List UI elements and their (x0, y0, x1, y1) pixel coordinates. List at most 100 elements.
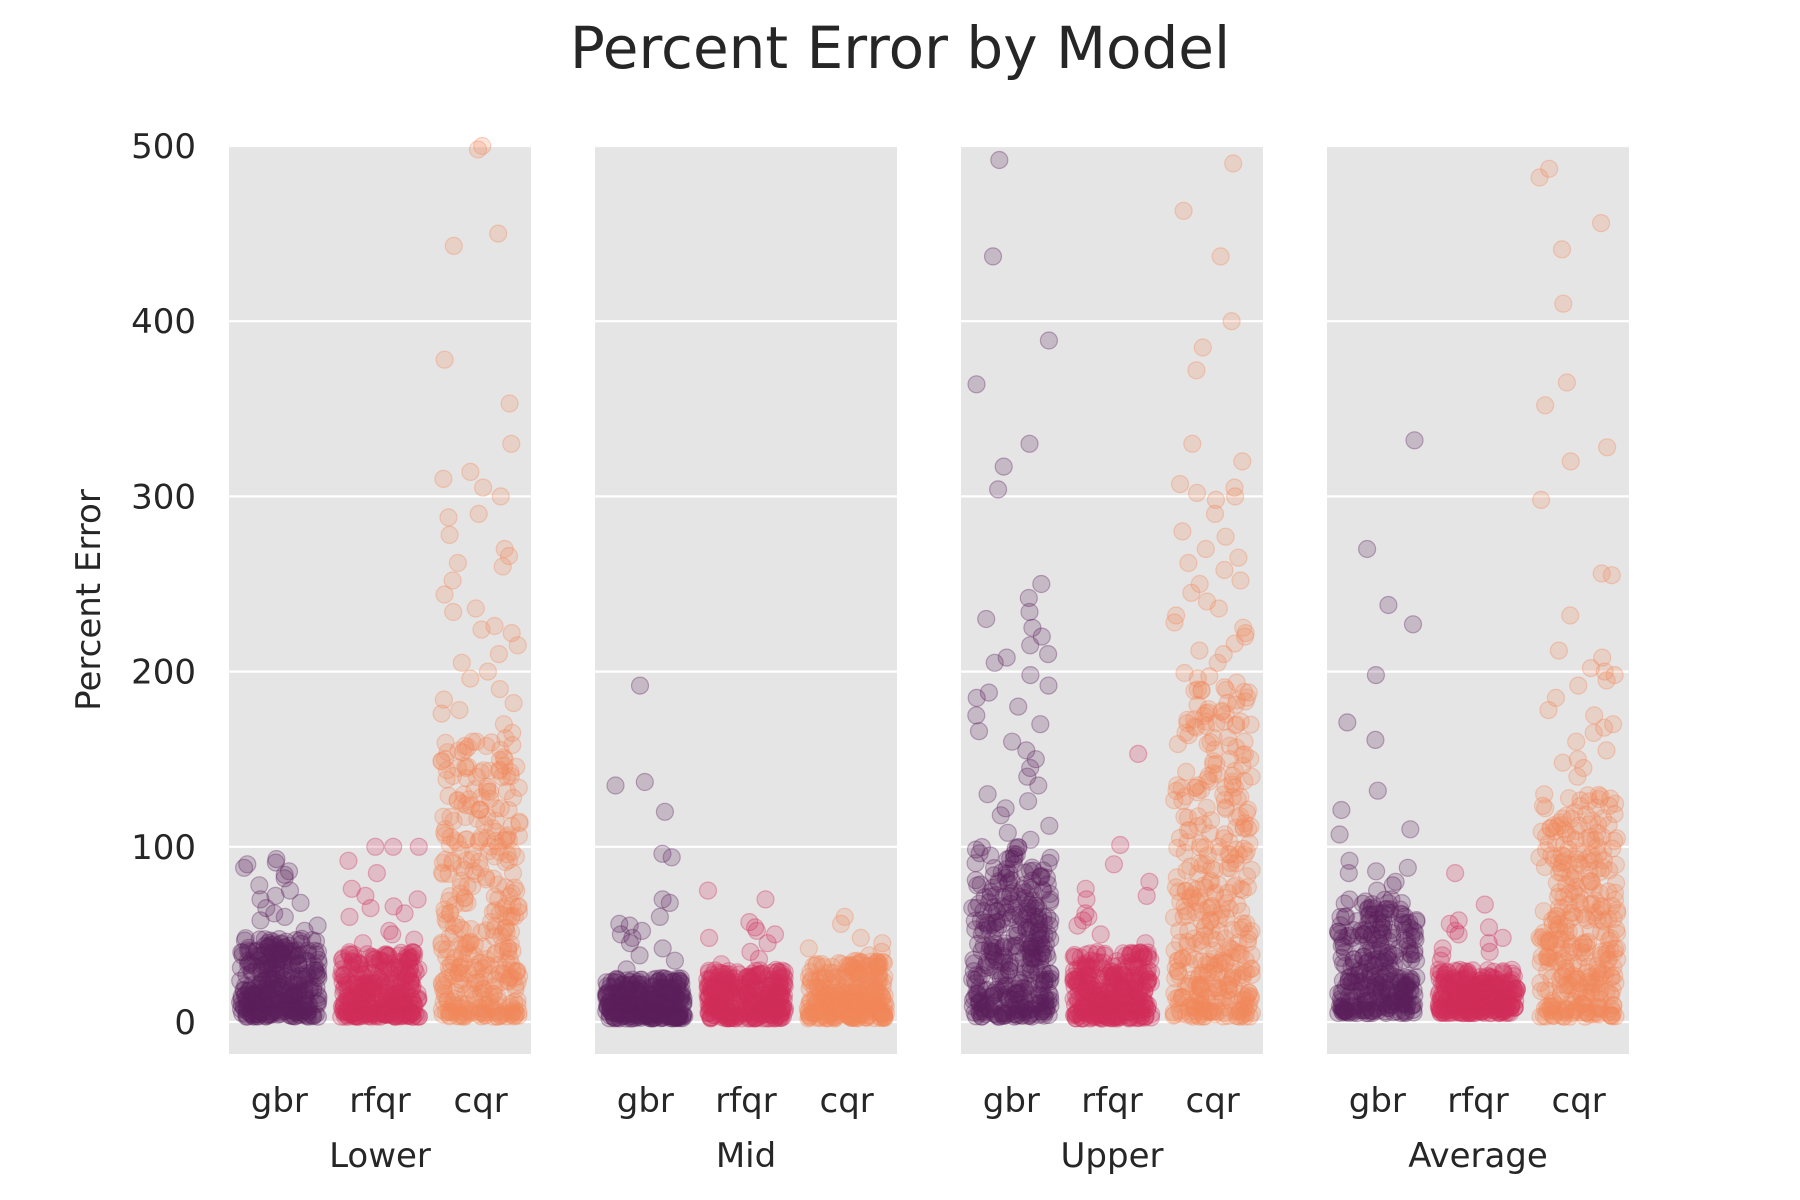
data-point (239, 938, 258, 957)
data-point (371, 1007, 390, 1026)
data-point (982, 942, 1002, 961)
data-point (1557, 373, 1577, 392)
data-point (966, 920, 985, 939)
data-point (404, 995, 423, 1014)
data-point (232, 943, 251, 962)
data-point (396, 994, 415, 1013)
data-point (400, 949, 419, 968)
data-point (265, 904, 284, 923)
data-point (386, 1007, 405, 1026)
data-point (341, 1004, 360, 1024)
data-point (474, 478, 493, 497)
data-point (289, 1005, 308, 1024)
data-point (281, 988, 300, 1007)
data-point (339, 988, 358, 1007)
data-point (1379, 595, 1398, 615)
data-point (276, 971, 295, 990)
data-point (1223, 766, 1242, 786)
y-axis-label: Percent Error (69, 489, 109, 711)
data-point (396, 963, 415, 982)
data-point (496, 729, 515, 748)
data-point (1582, 873, 1602, 892)
data-point (284, 986, 303, 1005)
data-point (1533, 796, 1553, 816)
data-point (275, 980, 294, 1000)
data-point (267, 950, 286, 969)
data-point (276, 991, 295, 1010)
data-point (297, 966, 316, 986)
data-point (1536, 980, 1555, 999)
data-point (251, 1002, 270, 1021)
data-point (1550, 919, 1569, 938)
data-point (288, 984, 307, 1003)
data-point (349, 1001, 368, 1020)
data-point (247, 941, 267, 960)
data-point (234, 980, 253, 1000)
data-point (346, 1006, 365, 1025)
data-point (286, 1007, 305, 1026)
data-point (332, 997, 351, 1016)
data-point (363, 990, 383, 1009)
data-point (1239, 683, 1258, 702)
data-point (298, 952, 317, 971)
data-point (257, 955, 276, 974)
data-point (401, 971, 420, 991)
data-point (1581, 922, 1600, 941)
data-point (998, 823, 1017, 842)
data-point (1553, 898, 1572, 918)
data-point (270, 977, 289, 997)
data-point (245, 980, 264, 999)
data-point (978, 785, 997, 804)
data-point (370, 992, 389, 1011)
data-point (296, 996, 315, 1016)
data-point (444, 602, 463, 622)
data-point (237, 998, 256, 1017)
data-point (278, 941, 297, 960)
data-point (241, 953, 260, 972)
data-point (242, 963, 261, 982)
data-point (308, 916, 327, 935)
data-point (236, 976, 255, 995)
data-point (232, 987, 251, 1006)
data-point (851, 928, 870, 948)
data-point (665, 951, 685, 970)
data-point (380, 959, 399, 978)
data-point (1187, 361, 1206, 380)
data-point (385, 1007, 404, 1026)
data-point (280, 881, 300, 900)
y-tick-label: 0 (174, 1003, 196, 1043)
facet-label: Lower (329, 1136, 431, 1176)
data-point (967, 375, 986, 394)
data-point (237, 1005, 256, 1024)
data-point (756, 890, 775, 909)
data-point (272, 934, 291, 953)
data-point (292, 934, 311, 954)
data-point (269, 950, 288, 969)
data-point (271, 942, 290, 961)
data-point (333, 1001, 352, 1020)
data-point (390, 959, 409, 978)
data-point (1239, 929, 1258, 949)
data-point (398, 983, 417, 1002)
data-point (1174, 201, 1193, 220)
data-point (1242, 860, 1261, 880)
data-point (248, 959, 267, 978)
data-point (240, 994, 259, 1014)
data-point (271, 978, 290, 998)
data-point (393, 958, 412, 978)
data-point (270, 1002, 289, 1021)
data-point (266, 953, 285, 972)
data-point (1365, 979, 1384, 998)
x-tick-label-gbr: gbr (617, 1081, 674, 1121)
data-point (342, 1005, 361, 1025)
data-point (1109, 1008, 1128, 1027)
data-point (360, 980, 379, 999)
data-point (1535, 396, 1555, 415)
data-point (1539, 700, 1558, 720)
data-point (376, 983, 395, 1003)
data-point (263, 944, 282, 963)
data-point (235, 931, 254, 950)
data-point (338, 1002, 357, 1021)
data-point (280, 994, 299, 1013)
data-point (1091, 925, 1110, 944)
